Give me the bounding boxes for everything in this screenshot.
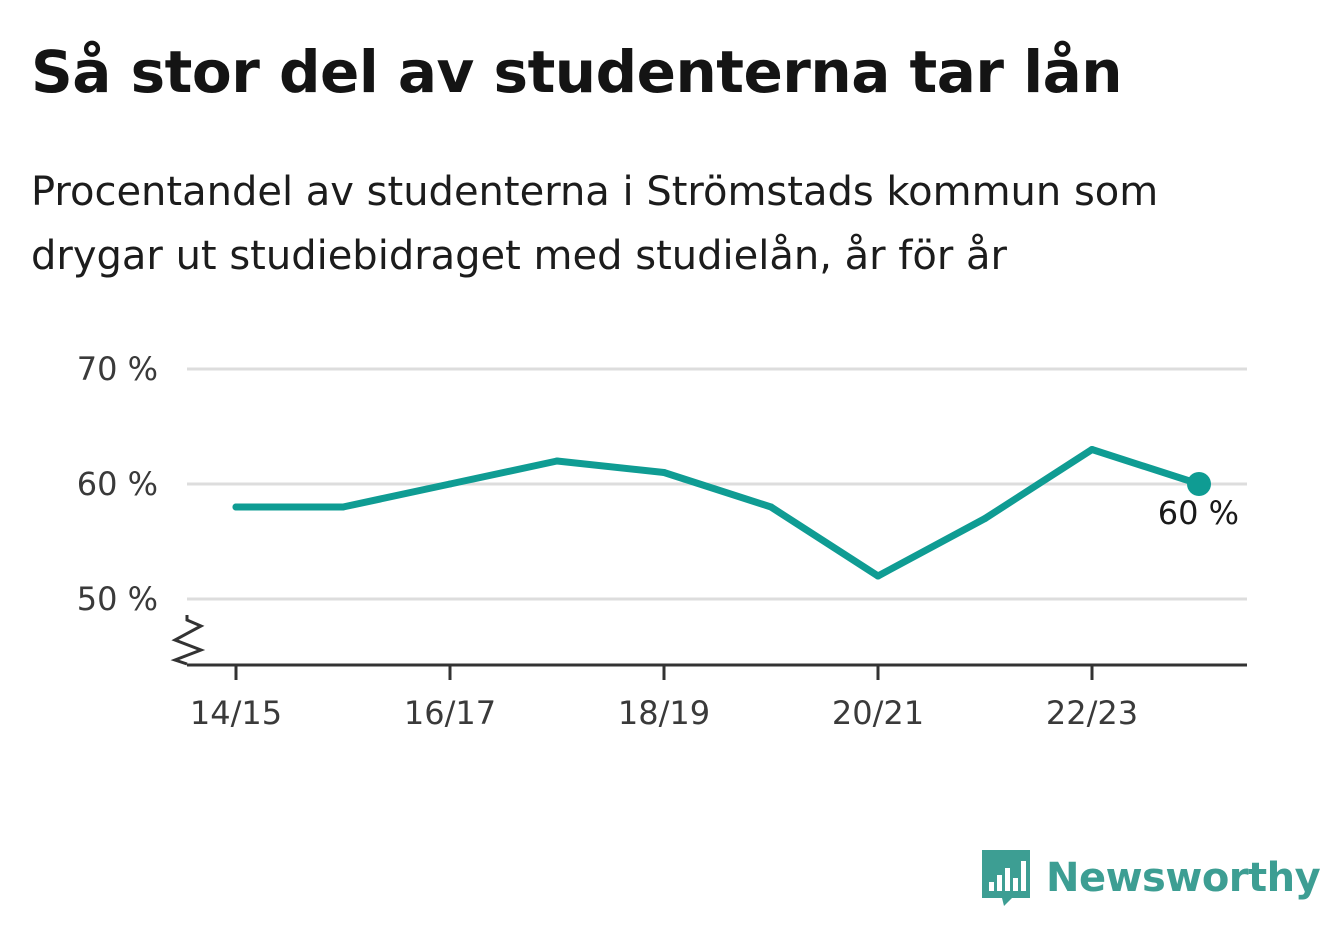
chart-title: Så stor del av studenterna tar lån (31, 38, 1123, 106)
axis-break-icon (170, 615, 206, 666)
data-point (446, 480, 454, 488)
gridlines (187, 367, 1247, 601)
series (232, 446, 1211, 580)
x-tick-label: 22/23 (1046, 694, 1138, 732)
line-chart: 50 % 60 % 70 % 14/15 16/17 18/19 20/21 22/23 6… (77, 350, 1247, 732)
x-axis (170, 615, 1247, 667)
y-tick-label: 70 % (77, 350, 158, 388)
x-tick-label: 14/15 (190, 694, 282, 732)
series-line-1 (232, 446, 1203, 580)
y-tick-label: 50 % (77, 580, 158, 618)
data-point (981, 515, 989, 522)
data-point (660, 469, 668, 476)
x-tick-label: 20/21 (832, 694, 924, 732)
data-point (874, 572, 882, 580)
data-labels: 60 % (1158, 494, 1239, 532)
x-tick-label: 16/17 (404, 694, 496, 732)
y-axis-ticks: 50 % 60 % 70 % (77, 350, 158, 618)
data-point (1088, 446, 1096, 453)
x-tick-label: 18/19 (618, 694, 710, 732)
chart-subtitle: Procentandel av studenterna i Strömstads… (31, 169, 1159, 279)
newsworthy-logo-icon (982, 850, 1030, 906)
end-point-marker (1187, 472, 1211, 496)
data-point (339, 503, 347, 511)
brand-name: Newsworthy (1046, 855, 1321, 901)
y-tick-label: 60 % (77, 465, 158, 503)
data-point (232, 503, 240, 511)
x-axis-ticks: 14/15 16/17 18/19 20/21 22/23 (190, 665, 1138, 732)
end-value-label: 60 % (1158, 494, 1239, 532)
brand-logo: Newsworthy (980, 848, 1321, 908)
data-point (767, 503, 775, 511)
data-point (553, 457, 561, 465)
